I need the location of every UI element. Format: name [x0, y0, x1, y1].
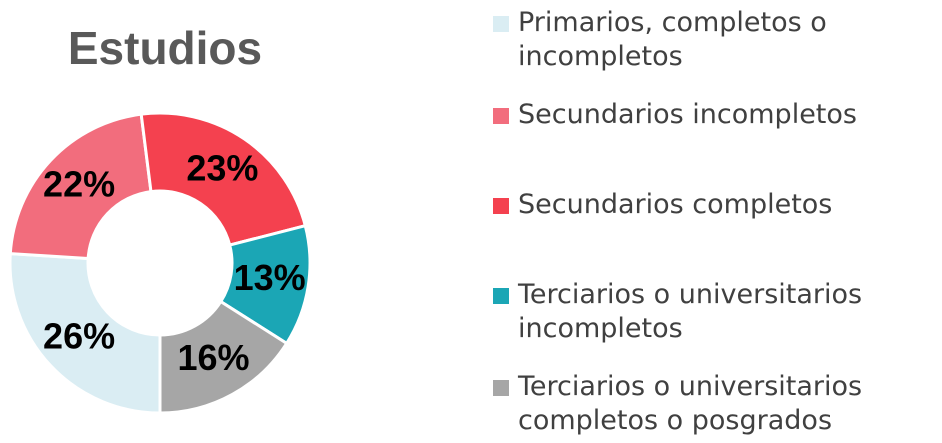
data-label: 22%: [43, 164, 115, 205]
legend-label: Secundarios completos: [518, 189, 833, 220]
legend-swatch: [492, 197, 510, 215]
data-label: 23%: [186, 148, 258, 189]
donut-segment: [158, 299, 289, 415]
donut-segment: [139, 111, 308, 247]
legend-label: Primarios, completos o incompletos: [518, 7, 827, 72]
legend-item: Terciarios o universitarios completos o …: [490, 370, 940, 438]
legend-label: Terciarios o universitarios incompletos: [518, 279, 863, 344]
data-label: 16%: [177, 337, 249, 378]
legend-swatch: [492, 287, 510, 305]
legend-label: Secundarios incompletos: [518, 99, 857, 130]
legend-item: Secundarios completos: [490, 188, 940, 222]
legend-label: Terciarios o universitarios completos o …: [518, 371, 863, 436]
legend-item: Secundarios incompletos: [490, 98, 940, 132]
donut-segment: [8, 251, 162, 415]
legend-swatch: [492, 15, 510, 33]
donut-segment: [8, 112, 153, 261]
chart-title: Estudios: [68, 22, 262, 74]
legend-item: Terciarios o universitarios incompletos: [490, 278, 940, 346]
data-label: 13%: [234, 257, 306, 298]
legend-swatch: [492, 379, 510, 397]
chart: Estudios 26% 22% 23% 13% 16%: [8, 22, 312, 415]
data-label: 26%: [43, 316, 115, 357]
legend-item: Primarios, completos o incompletos: [490, 6, 940, 74]
legend-swatch: [492, 107, 510, 125]
